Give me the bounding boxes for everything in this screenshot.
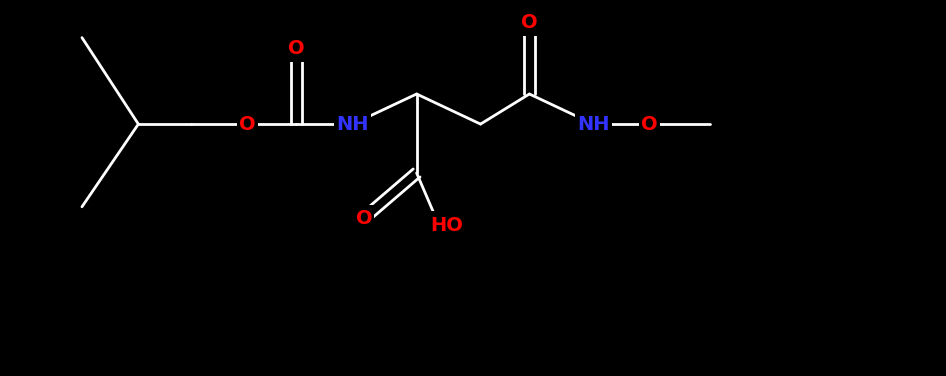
Bar — [639, 111, 660, 137]
Text: O: O — [521, 13, 537, 32]
Text: NH: NH — [577, 115, 609, 133]
Text: O: O — [288, 39, 305, 58]
Bar — [518, 9, 540, 36]
Text: O: O — [239, 115, 255, 133]
Bar — [286, 36, 307, 62]
Text: NH: NH — [337, 115, 369, 133]
Text: O: O — [641, 115, 658, 133]
Bar — [334, 110, 372, 138]
Bar — [426, 211, 467, 240]
Bar — [574, 110, 612, 138]
Bar — [354, 205, 375, 231]
Bar — [236, 111, 258, 137]
Text: O: O — [356, 209, 373, 227]
Text: HO: HO — [430, 216, 464, 235]
